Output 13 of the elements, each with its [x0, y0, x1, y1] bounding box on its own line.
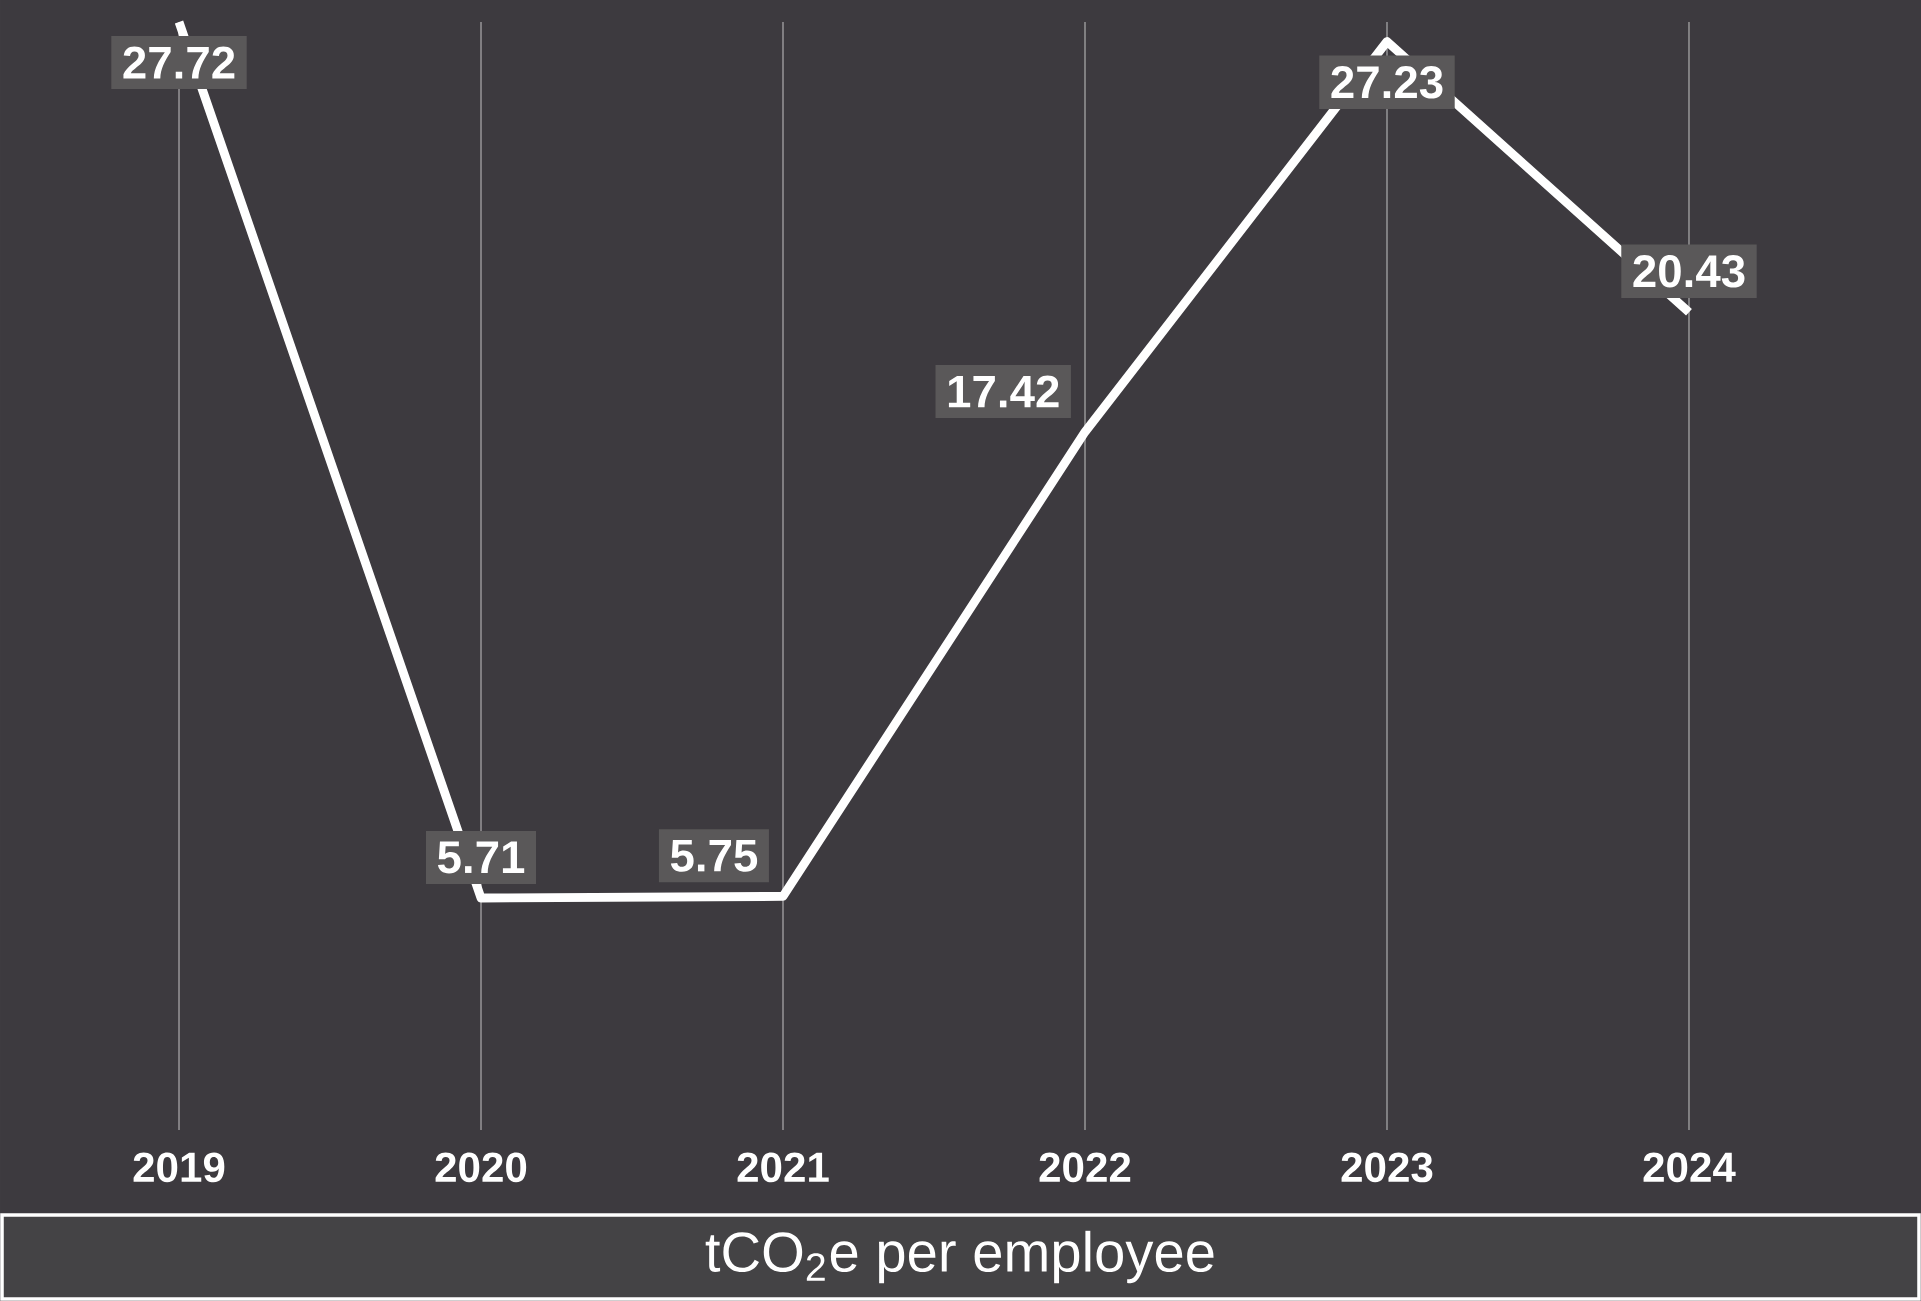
- data-label: 17.42: [948, 375, 1059, 408]
- data-label: 20.43: [1633, 255, 1745, 288]
- x-tick-label: 2023: [1341, 1152, 1433, 1183]
- x-tick-label: 2021: [737, 1152, 829, 1183]
- x-tick-label: 2020: [435, 1152, 527, 1183]
- x-tick-label: 2019: [133, 1152, 225, 1183]
- data-label: 27.23: [1331, 66, 1443, 99]
- x-tick-label: 2022: [1039, 1152, 1131, 1183]
- data-label: 5.75: [670, 839, 758, 872]
- data-label: 27.72: [123, 46, 235, 79]
- x-axis-title: tCO$_{2}$e per employee: [705, 1230, 1214, 1284]
- data-label: 5.71: [437, 841, 525, 874]
- x-tick-label: 2024: [1643, 1152, 1736, 1183]
